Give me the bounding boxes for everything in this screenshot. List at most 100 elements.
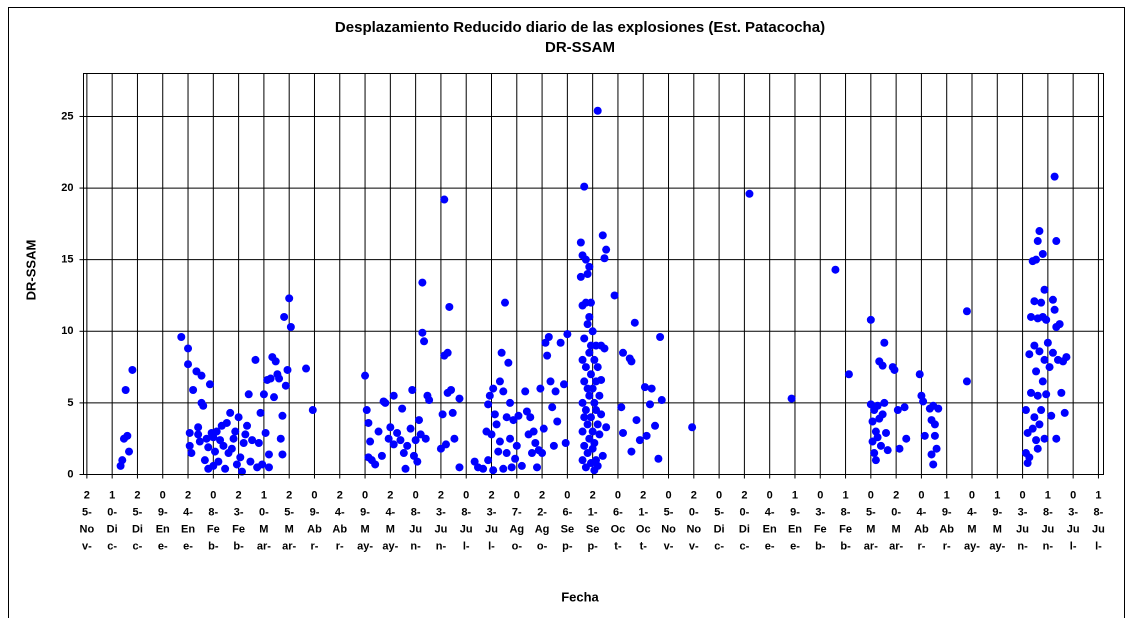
- point: [962, 307, 971, 316]
- point: [270, 393, 279, 402]
- x-tick-label: 8-: [1094, 506, 1104, 518]
- x-tick-label: Ju: [1067, 523, 1080, 535]
- point: [583, 320, 592, 329]
- point: [1040, 285, 1049, 294]
- x-tick-label: Ju: [1092, 523, 1105, 535]
- point: [415, 416, 424, 425]
- point: [399, 449, 408, 458]
- point: [873, 433, 882, 442]
- point: [487, 430, 496, 439]
- point: [576, 238, 585, 247]
- x-tick-label: 8-: [208, 506, 218, 518]
- point: [125, 447, 134, 456]
- x-tick-label: t-: [640, 540, 648, 552]
- x-tick-label: v-: [689, 540, 699, 552]
- point: [930, 431, 939, 440]
- point: [920, 431, 929, 440]
- x-tick-label: 0-: [740, 506, 750, 518]
- x-tick-label: Ab: [332, 523, 347, 535]
- x-tick-label: v-: [82, 540, 92, 552]
- point: [506, 434, 515, 443]
- point: [580, 441, 589, 450]
- point: [231, 427, 240, 436]
- point: [915, 370, 924, 379]
- x-tick-label: 3-: [487, 506, 497, 518]
- x-tick-label: Ju: [1016, 523, 1029, 535]
- x-tick-label: 0: [1070, 489, 1076, 501]
- x-tick-label: Ju: [460, 523, 473, 535]
- x-tick-label: Ag: [509, 523, 524, 535]
- point: [1042, 315, 1051, 324]
- x-tick-label: M: [892, 523, 901, 535]
- point: [539, 424, 548, 433]
- point: [484, 400, 493, 409]
- x-tick-label: Fe: [232, 523, 245, 535]
- point: [533, 463, 542, 472]
- point: [866, 315, 875, 324]
- x-tick-label: 0-: [259, 506, 269, 518]
- x-tick-label: 2: [488, 489, 494, 501]
- point: [598, 231, 607, 240]
- point: [495, 377, 504, 386]
- x-tick-label: ar-: [889, 540, 903, 552]
- x-tick-label: o-: [512, 540, 523, 552]
- x-tick-label: Ju: [1041, 523, 1054, 535]
- point: [561, 438, 570, 447]
- x-tick-label: 2: [640, 489, 646, 501]
- point: [495, 437, 504, 446]
- point: [902, 434, 911, 443]
- x-tick-label: 5-: [714, 506, 724, 518]
- x-tick-label: En: [763, 523, 777, 535]
- point: [1025, 350, 1034, 359]
- x-tick-label: Se: [561, 523, 574, 535]
- x-tick-label: 0: [311, 489, 317, 501]
- x-tick-label: 2: [539, 489, 545, 501]
- x-tick-label: 7-: [512, 506, 522, 518]
- point: [585, 391, 594, 400]
- point: [441, 440, 450, 449]
- x-tick-label: n-: [1043, 540, 1054, 552]
- x-tick-label: 2: [691, 489, 697, 501]
- point: [919, 397, 928, 406]
- point: [128, 365, 137, 374]
- point: [548, 403, 557, 412]
- point: [445, 302, 454, 311]
- x-tick-label: 3-: [436, 506, 446, 518]
- point: [927, 450, 936, 459]
- point: [1040, 434, 1049, 443]
- x-tick-label: l-: [1070, 540, 1077, 552]
- x-tick-label: En: [181, 523, 195, 535]
- point: [506, 398, 515, 407]
- point: [438, 410, 447, 419]
- point: [640, 383, 649, 392]
- point: [1033, 444, 1042, 453]
- x-tick-label: 2: [84, 489, 90, 501]
- point: [890, 365, 899, 374]
- point: [1050, 172, 1059, 181]
- x-tick-label: 9-: [360, 506, 370, 518]
- point: [281, 381, 290, 390]
- point: [479, 464, 488, 473]
- x-tick-label: Ag: [535, 523, 550, 535]
- point: [264, 450, 273, 459]
- x-tick-label: 0: [210, 489, 216, 501]
- x-tick-label: b-: [233, 540, 244, 552]
- x-tick-label: p-: [562, 540, 573, 552]
- point: [1033, 237, 1042, 246]
- point: [593, 363, 602, 372]
- point: [600, 344, 609, 353]
- x-tick-label: ay-: [964, 540, 980, 552]
- point: [1032, 367, 1041, 376]
- point: [374, 427, 383, 436]
- x-tick-label: Se: [586, 523, 599, 535]
- x-tick-label: b-: [840, 540, 851, 552]
- point: [239, 438, 248, 447]
- point: [578, 427, 587, 436]
- x-tick-label: p-: [587, 540, 598, 552]
- x-tick-label: ar-: [282, 540, 296, 552]
- x-tick-label: 9-: [942, 506, 952, 518]
- point: [654, 454, 663, 463]
- x-tick-label: 2: [590, 489, 596, 501]
- point: [1048, 348, 1057, 357]
- point: [1057, 388, 1066, 397]
